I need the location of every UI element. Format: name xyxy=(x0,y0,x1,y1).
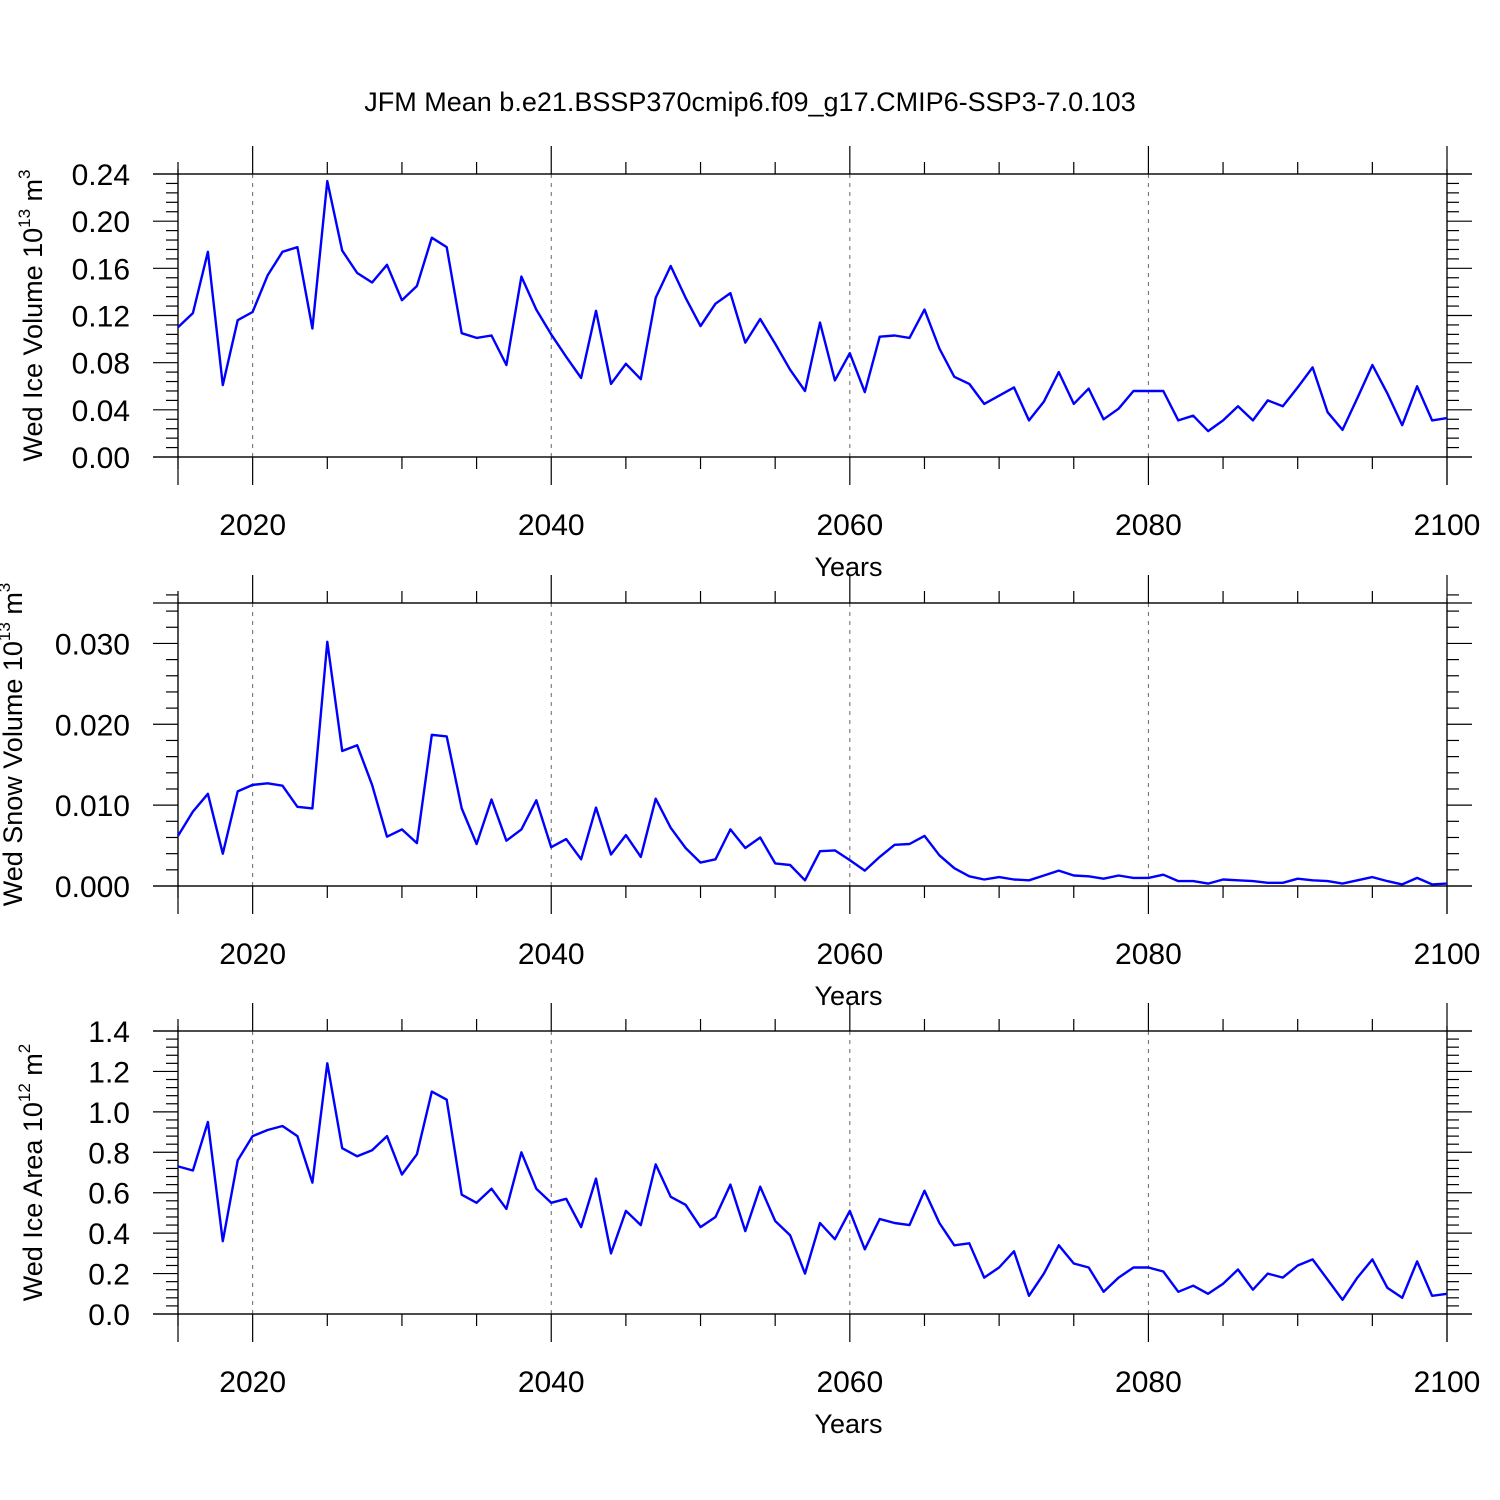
y-axis-label-unit-exponent: 3 xyxy=(15,169,34,178)
y-tick-label: 0.24 xyxy=(72,159,130,192)
panel-2: 2020 2040 2060 2080 2100 Years 0.000 0.010 0.020… xyxy=(0,575,1480,1011)
y-tick-label: 0.16 xyxy=(72,253,130,286)
x-tick-label: 2060 xyxy=(816,938,883,971)
y-axis-label: Wed Ice Volume 1013 m3 xyxy=(15,169,48,461)
y-tick-label: 0.8 xyxy=(88,1137,130,1170)
x-tick-label: 2080 xyxy=(1115,1366,1182,1399)
x-tick-label: 2060 xyxy=(816,1366,883,1399)
x-tick-label: 2060 xyxy=(816,509,883,542)
y-axis-label-unit: m xyxy=(0,592,28,622)
x-tick-label: 2080 xyxy=(1115,509,1182,542)
y-axis-label-unit-exponent: 3 xyxy=(0,583,14,592)
y-axis-label-unit: m xyxy=(18,1053,48,1083)
y-tick-label: 0.12 xyxy=(72,301,130,334)
y-tick-label: 0.030 xyxy=(55,628,130,661)
x-tick-label: 2100 xyxy=(1414,938,1481,971)
y-axis-label: Wed Snow Volume 1013 m3 xyxy=(0,583,28,907)
y-tick-label: 0.2 xyxy=(88,1259,130,1292)
x-tick-label: 2100 xyxy=(1414,1366,1481,1399)
panel-3: 2020 2040 2060 2080 2100 Years 0.0 0.2 0.4 0.6 0.8… xyxy=(15,1003,1480,1439)
y-axis-label-exponent: 13 xyxy=(15,209,34,228)
x-axis-label: Years xyxy=(814,981,882,1011)
y-axis-label: Wed Ice Area 1012 m2 xyxy=(15,1044,48,1302)
x-tick-label: 2040 xyxy=(518,1366,585,1399)
x-tick-label: 2020 xyxy=(219,938,286,971)
y-axis-label-unit: m xyxy=(18,179,48,209)
panel-1: 2020 2040 2060 2080 2100 Years 0.00 0.04 0.08 0.1… xyxy=(15,146,1480,582)
y-tick-label: 0.04 xyxy=(72,395,130,428)
series-line xyxy=(177,1062,1448,1302)
chart-title: JFM Mean b.e21.BSSP370cmip6.f09_g17.CMIP… xyxy=(364,87,1135,117)
y-tick-label: 0.00 xyxy=(72,442,130,475)
plot-frame xyxy=(177,602,1448,887)
x-tick-label: 2020 xyxy=(219,509,286,542)
y-tick-label: 1.2 xyxy=(88,1056,130,1089)
y-axis-label-main: Wed Ice Area 10 xyxy=(18,1102,48,1301)
y-tick-label: 0.6 xyxy=(88,1178,130,1211)
y-axis-label-exponent: 13 xyxy=(0,622,14,641)
series-line xyxy=(176,640,1448,886)
y-axis-label-unit-exponent: 2 xyxy=(15,1044,34,1053)
y-tick-label: 1.0 xyxy=(88,1097,130,1130)
y-axis-label-main: Wed Ice Volume 10 xyxy=(18,228,48,462)
x-tick-label: 2040 xyxy=(518,509,585,542)
x-tick-label: 2040 xyxy=(518,938,585,971)
y-axis-label-main: Wed Snow Volume 10 xyxy=(0,641,28,906)
x-axis-label: Years xyxy=(814,552,882,582)
series-line xyxy=(177,179,1448,433)
y-tick-label: 1.4 xyxy=(88,1016,130,1049)
plot-frame xyxy=(177,1030,1448,1315)
x-tick-label: 2080 xyxy=(1115,938,1182,971)
x-axis-label: Years xyxy=(814,1409,882,1439)
y-tick-label: 0.0 xyxy=(88,1299,130,1332)
y-tick-label: 0.020 xyxy=(55,709,130,742)
y-tick-label: 0.20 xyxy=(72,206,130,239)
y-tick-label: 0.4 xyxy=(88,1218,130,1251)
y-tick-label: 0.000 xyxy=(55,871,130,904)
x-tick-label: 2100 xyxy=(1414,509,1481,542)
y-axis-label-exponent: 12 xyxy=(15,1083,34,1102)
y-tick-label: 0.010 xyxy=(55,790,130,823)
y-tick-label: 0.08 xyxy=(72,348,130,381)
x-tick-label: 2020 xyxy=(219,1366,286,1399)
